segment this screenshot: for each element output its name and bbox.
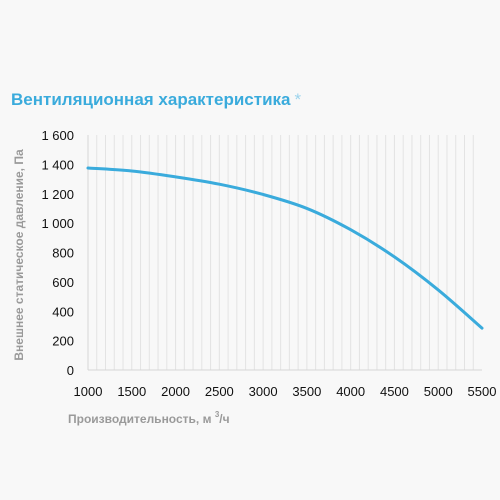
y-tick-label: 800 bbox=[52, 246, 74, 261]
x-tick-label: 2000 bbox=[161, 384, 190, 399]
x-tick-label: 5000 bbox=[424, 384, 453, 399]
x-tick-label: 2500 bbox=[205, 384, 234, 399]
y-tick-label: 200 bbox=[52, 334, 74, 349]
chart-title-marker: * bbox=[294, 90, 302, 109]
y-tick-label: 0 bbox=[67, 363, 74, 378]
x-axis-title: Производительность, м 3/ч bbox=[68, 410, 230, 426]
x-tick-label: 5500 bbox=[468, 384, 497, 399]
chart-title: Вентиляционная характеристика * bbox=[11, 90, 301, 110]
chart-title-text: Вентиляционная характеристика bbox=[11, 90, 291, 109]
series-line-0 bbox=[86, 166, 484, 330]
tick-labels: 1000 1500 2000 2500 3000 3500 4000 4500 5000 5500… bbox=[41, 128, 496, 399]
y-tick-label: 600 bbox=[52, 275, 74, 290]
x-tick-label: 4000 bbox=[336, 384, 365, 399]
y-tick-label: 400 bbox=[52, 304, 74, 319]
x-tick-label: 3500 bbox=[292, 384, 321, 399]
x-tick-label: 4500 bbox=[380, 384, 409, 399]
x-tick-label: 3000 bbox=[249, 384, 278, 399]
series bbox=[86, 166, 484, 330]
grid bbox=[96, 135, 474, 370]
y-tick-label: 1 000 bbox=[41, 216, 74, 231]
x-axis-title-text: Производительность, м bbox=[68, 412, 212, 426]
x-tick-label: 1000 bbox=[74, 384, 103, 399]
y-axis-title: Внешнее статическое давление, Па bbox=[12, 149, 26, 361]
axes bbox=[87, 135, 482, 371]
x-axis-title-superscript: 3 bbox=[215, 410, 220, 419]
y-tick-label: 1 600 bbox=[41, 128, 74, 143]
y-tick-label: 1 200 bbox=[41, 187, 74, 202]
y-tick-label: 1 400 bbox=[41, 157, 74, 172]
x-axis-title-unit: /ч bbox=[219, 412, 229, 426]
x-tick-label: 1500 bbox=[117, 384, 146, 399]
